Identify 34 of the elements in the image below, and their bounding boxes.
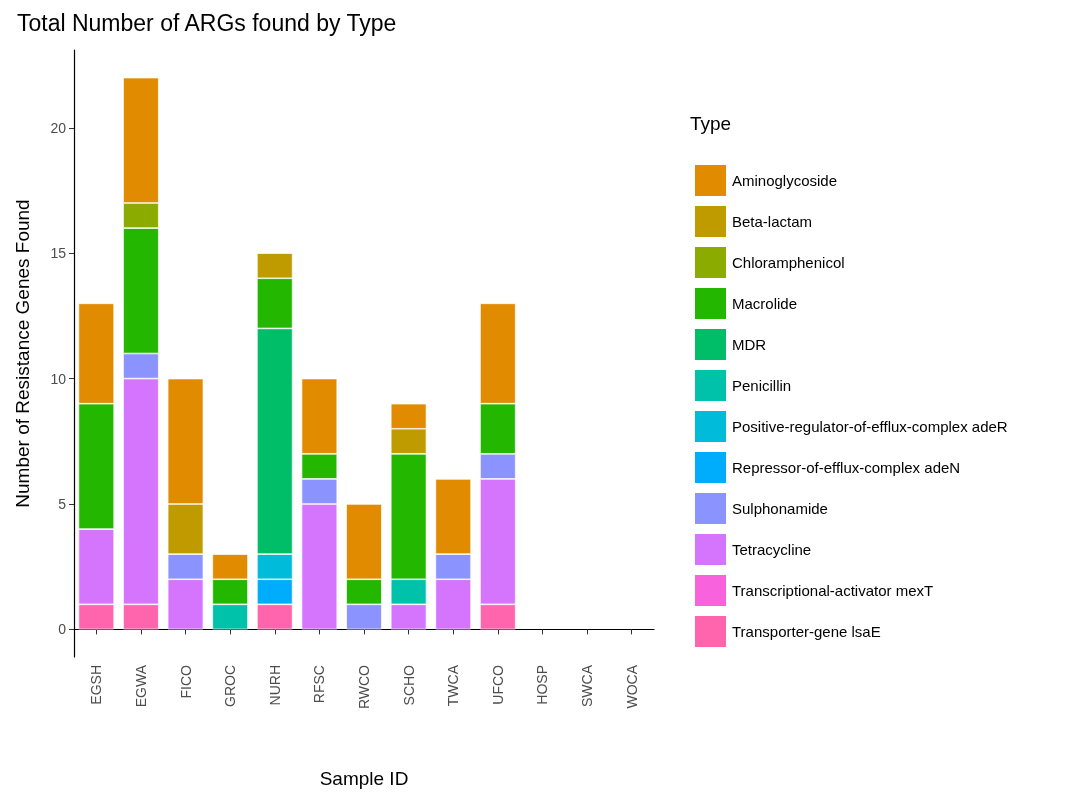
legend-label: Penicillin bbox=[732, 377, 792, 394]
y-tick-label: 20 bbox=[50, 119, 67, 136]
y-tick-label: 10 bbox=[50, 370, 67, 387]
y-tick-label: 15 bbox=[50, 245, 67, 262]
x-tick-label: SWCA bbox=[579, 664, 596, 707]
legend-label: Positive-regulator-of-efflux-complex adeR bbox=[732, 418, 1008, 435]
legend-label: Macrolide bbox=[732, 295, 798, 312]
x-tick-label: GROC bbox=[222, 665, 239, 707]
y-tick-label: 0 bbox=[58, 621, 67, 638]
legend-label: Transporter-gene lsaE bbox=[732, 623, 881, 640]
x-tick-label: EGWA bbox=[132, 664, 149, 708]
y-axis-title: Number of Resistance Genes Found bbox=[12, 199, 33, 508]
legend-label: Repressor-of-efflux-complex adeN bbox=[732, 459, 961, 476]
x-tick-label: UFCO bbox=[489, 664, 506, 705]
legend-label: MDR bbox=[732, 336, 767, 353]
legend-label: Beta-lactam bbox=[732, 213, 813, 230]
legend-label: Aminoglycoside bbox=[732, 172, 838, 189]
legend-title: Type bbox=[690, 113, 732, 134]
x-tick-label: HOSP bbox=[534, 665, 551, 705]
x-tick-label: NURH bbox=[266, 665, 283, 706]
x-tick-label: FICO bbox=[177, 664, 194, 699]
x-tick-label: RWCO bbox=[356, 664, 372, 710]
x-tick-label: EGSH bbox=[88, 665, 105, 705]
chart-title: Total Number of ARGs found by Type bbox=[17, 9, 397, 36]
legend-label: Transcriptional-activator mexT bbox=[732, 582, 934, 599]
x-axis-title: Sample ID bbox=[319, 768, 409, 789]
legend-label: Chloramphenicol bbox=[732, 254, 845, 271]
y-tick-label: 5 bbox=[58, 496, 67, 512]
x-tick-label: SCHO bbox=[400, 664, 417, 706]
legend-label: Sulphonamide bbox=[732, 500, 828, 517]
x-tick-label: TWCA bbox=[445, 664, 462, 707]
legend-label: Tetracycline bbox=[732, 541, 812, 558]
x-tick-label: RFSC bbox=[311, 665, 328, 704]
x-tick-label: WOCA bbox=[623, 664, 640, 709]
